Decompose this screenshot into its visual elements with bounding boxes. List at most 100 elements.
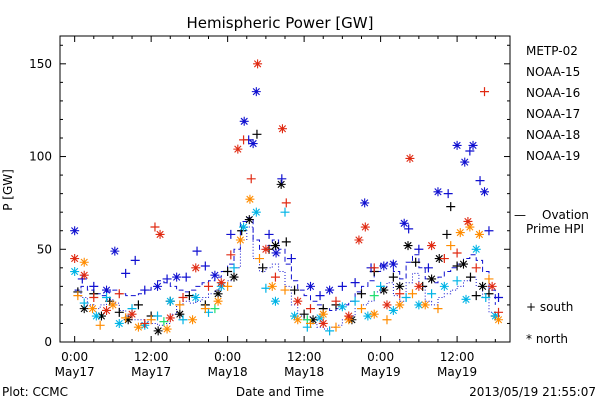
noaa-15-point-north (271, 248, 281, 258)
metp-02-point-south (471, 291, 481, 301)
noaa-18-point-south (175, 300, 185, 310)
legend-metp-02: METP-02 (526, 44, 578, 58)
noaa-19-point-south (204, 281, 214, 291)
ovation-north-line (74, 217, 496, 311)
legend-ovation-line1: Ovation (542, 208, 589, 222)
noaa-15-point-north (153, 281, 163, 291)
legend: METP-02 NOAA-15 NOAA-16 NOAA-17 NOAA-18 NOAA-… (514, 44, 589, 346)
legend-noaa-18: NOAA-18 (526, 128, 580, 142)
noaa-19-point-north (293, 296, 303, 306)
metp-02-point-north (308, 315, 318, 325)
noaa-15-point-south (443, 189, 453, 199)
noaa-15-point-south (181, 272, 191, 282)
noaa-15-point-south (140, 285, 150, 295)
legend-north-marker: * north (526, 332, 568, 346)
metp-02-point-south (114, 307, 124, 317)
metp-02-point-north (458, 259, 468, 269)
metp-02-point-south (252, 129, 262, 139)
noaa-16-point-north (363, 311, 373, 321)
noaa-18-point-south (356, 304, 366, 314)
noaa-15-point-north (399, 218, 409, 228)
noaa-19-point-north (155, 229, 165, 239)
noaa-19-point-south (270, 272, 280, 282)
noaa-15-point-south (423, 263, 433, 273)
noaa-16-point-north (315, 313, 325, 323)
y-tick-label: 0 (44, 335, 52, 349)
noaa-16-point-north (290, 311, 300, 321)
noaa-19-point-north (191, 263, 201, 273)
metp-02-point-south (133, 300, 143, 310)
metp-02-point-north (229, 272, 239, 282)
metp-02-point-south (411, 257, 421, 267)
metp-02-point-south (290, 285, 300, 295)
noaa-19-point-north (277, 124, 287, 134)
noaa-19-point-north (127, 309, 137, 319)
noaa-18-point-north (369, 309, 379, 319)
noaa-16-point-north (70, 267, 80, 277)
noaa-18-point-south (382, 315, 392, 325)
noaa-19-point-north (253, 59, 263, 69)
noaa-18-point-north (245, 194, 255, 204)
legend-noaa-19: NOAA-19 (526, 149, 580, 163)
noaa-19-point-south (226, 250, 236, 260)
metp-02-point-south (299, 309, 309, 319)
noaa-19-point-north (165, 313, 175, 323)
noaa-15-point-north (325, 285, 335, 295)
noaa-16-point-south (401, 292, 411, 302)
noaa-16-point-south (102, 292, 112, 302)
noaa-16-point-south (153, 311, 163, 321)
noaa-16-point-north (490, 311, 500, 321)
metp-02-point-north (175, 309, 185, 319)
legend-ovation-line2: Prime HPI (526, 222, 584, 236)
metp-02-point-north (96, 311, 106, 321)
noaa-15-point-south (484, 226, 494, 236)
noaa-18-point-north (213, 296, 223, 306)
noaa-19-point-north (344, 311, 354, 321)
metp-02-point-north (123, 315, 133, 325)
noaa-19-point-south (114, 289, 124, 299)
noaa-19-point-south (178, 292, 188, 302)
noaa-15-point-north (460, 157, 470, 167)
noaa-19-point-south (471, 263, 481, 273)
noaa-16-point-north (191, 292, 201, 302)
noaa-18-point-north (162, 324, 172, 334)
noaa-15-point-south (494, 292, 504, 302)
noaa-15-point-south (350, 278, 360, 288)
noaa-15-point-north (480, 187, 490, 197)
noaa-15-point-south (121, 268, 131, 278)
noaa-16-point-south (229, 263, 239, 273)
noaa-18-point-south (446, 241, 456, 251)
noaa-19-point-south (140, 318, 150, 328)
noaa-18-point-south (121, 313, 131, 323)
noaa-18-point-north (395, 300, 405, 310)
ovation-south-line (74, 226, 496, 330)
noaa-18-point-north (235, 235, 245, 245)
noaa-18-point-north (465, 222, 475, 232)
noaa-16-point-south (178, 315, 188, 325)
metp-02-point-north (434, 254, 444, 264)
noaa-18-point-south (280, 285, 290, 295)
metp-02-point-north (379, 285, 389, 295)
metp-02-point-south (442, 229, 452, 239)
noaa-17-point-south (210, 304, 220, 314)
noaa-15-point-north (70, 226, 80, 236)
noaa-16-point-south (280, 207, 290, 217)
noaa-15-point-north (433, 187, 443, 197)
noaa-15-point-north (468, 140, 478, 150)
noaa-18-point-south (255, 254, 265, 264)
noaa-18-point-south (95, 320, 105, 330)
noaa-19-point-south (89, 292, 99, 302)
metp-02-point-south (452, 261, 462, 271)
noaa-15-point-south (286, 254, 296, 264)
noaa-15-point-south (162, 274, 172, 284)
noaa-19-point-north (79, 270, 89, 280)
noaa-16-point-south (376, 281, 386, 291)
noaa-19-point-north (414, 281, 424, 291)
noaa-18-point-south (73, 291, 83, 301)
noaa-15-point-north (305, 281, 315, 291)
y-tick-label: 150 (29, 57, 52, 71)
noaa-16-point-north (91, 311, 101, 321)
noaa-19-point-north (463, 216, 473, 226)
noaa-18-point-north (474, 229, 484, 239)
x-tick-date-label: May18 (208, 365, 248, 379)
